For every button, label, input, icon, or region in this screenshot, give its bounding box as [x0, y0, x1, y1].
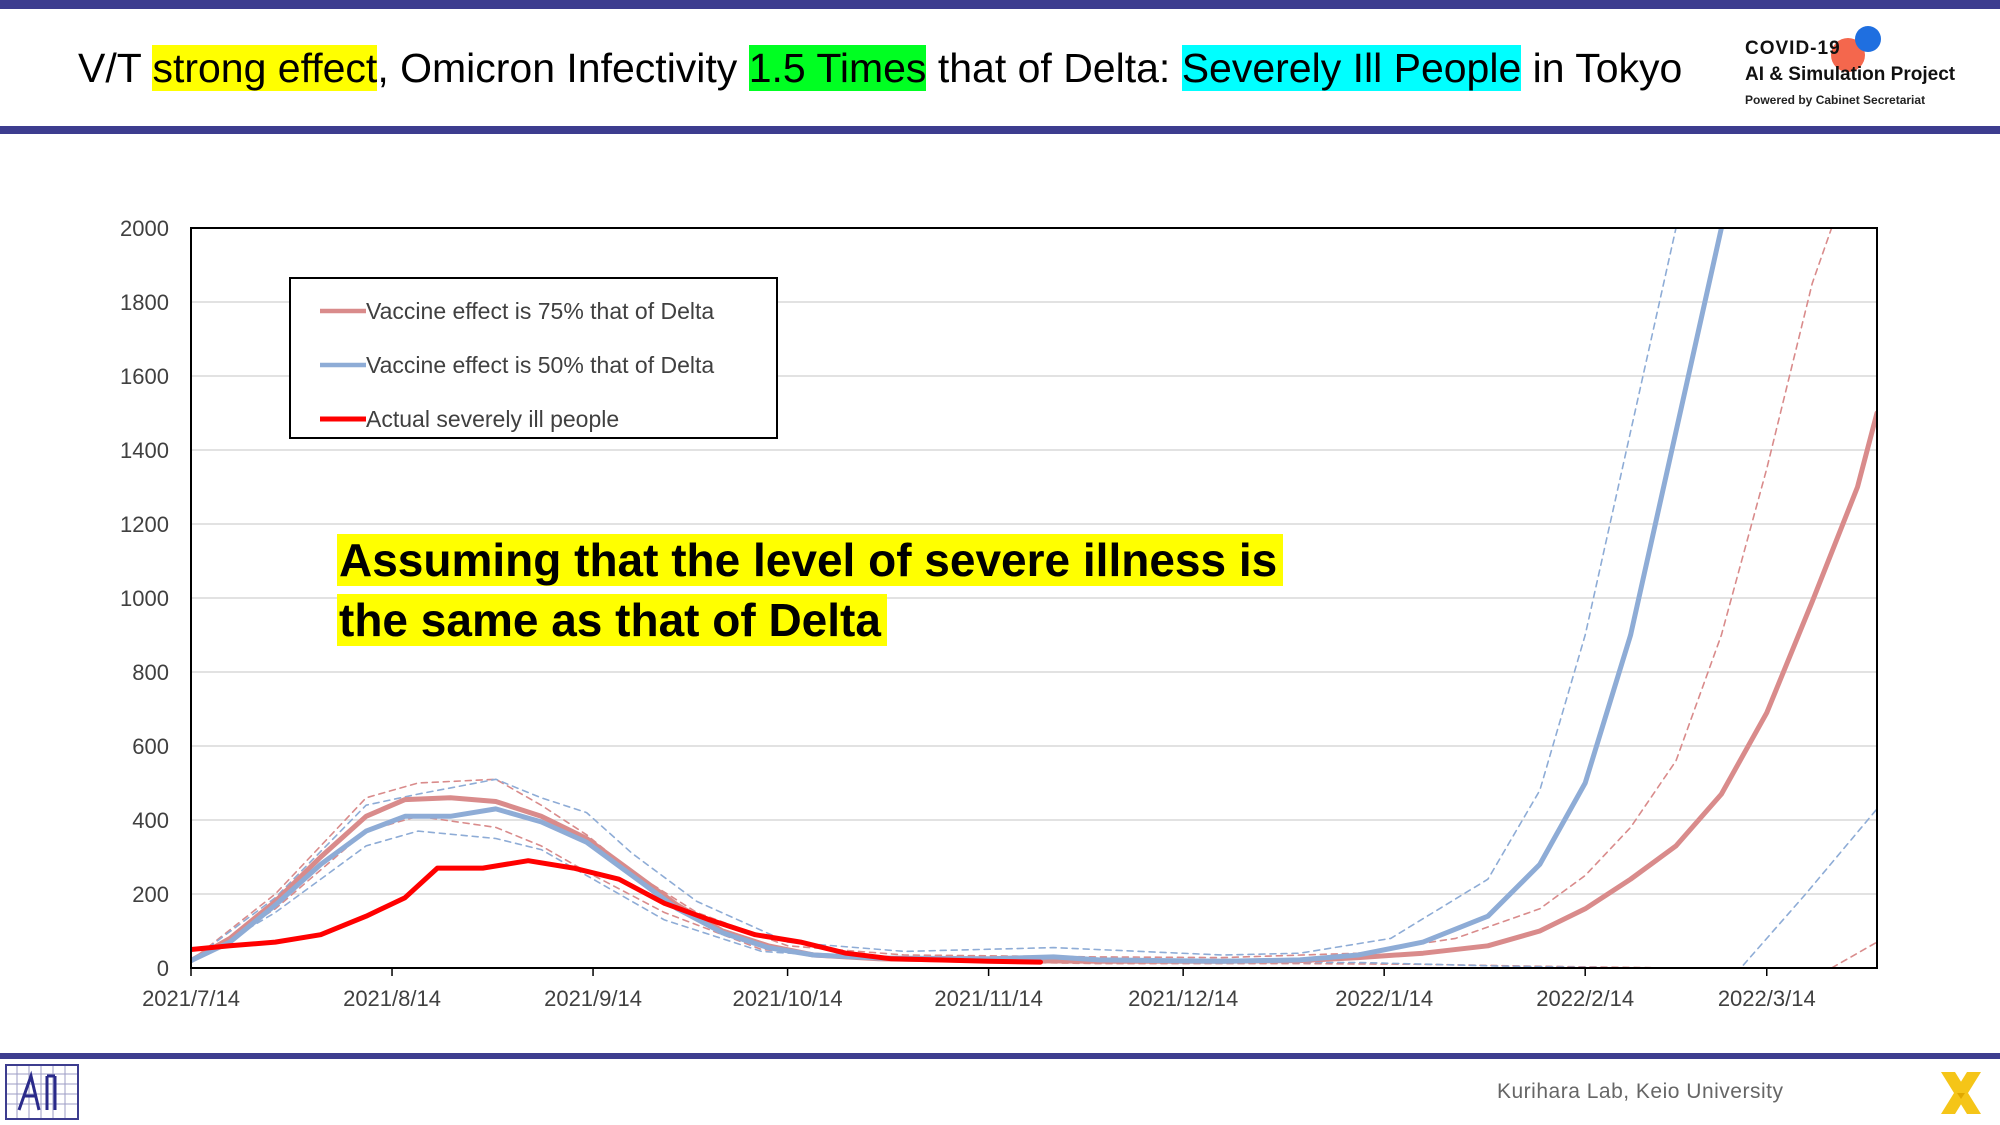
title-highlight-severely-ill: Severely Ill People [1181, 45, 1522, 91]
series-line-75-upper-bound [191, 228, 1833, 962]
y-tick-label: 1000 [120, 586, 169, 611]
title-seg7: in Tokyo [1521, 45, 1683, 91]
chart-legend: Vaccine effect is 75% that of Delta Vacci… [289, 277, 778, 439]
annotation-line-1: Assuming that the level of severe illnes… [337, 534, 1284, 586]
x-tick-label: 2021/8/14 [343, 986, 441, 1011]
legend-label: Vaccine effect is 50% that of Delta [366, 352, 714, 378]
plot-border [190, 227, 1878, 969]
title-highlight-infectivity: 1.5 Times [748, 45, 927, 91]
annotation-line-2: the same as that of Delta [337, 594, 887, 646]
y-tick-label: 400 [132, 808, 169, 833]
legend-box [289, 277, 778, 439]
y-tick-label: 1800 [120, 290, 169, 315]
title-seg5: that of Delta: [926, 45, 1182, 91]
plot-frame [190, 227, 1878, 969]
logo-blue-circle [1855, 26, 1881, 52]
series-line-vaccine-effect-is-50-that-of-delta [191, 228, 1724, 964]
title-highlight-strong-effect: strong effect [152, 45, 378, 91]
y-tick-label: 600 [132, 734, 169, 759]
series-line-50-upper-bound [191, 228, 1677, 962]
x-tick-label: 2021/12/14 [1128, 986, 1238, 1011]
annotation-box: Assuming that the level of severe illnes… [337, 530, 1284, 650]
title-seg1: V/T [78, 45, 153, 91]
series-line-75-lower-bound [191, 815, 1877, 968]
x-tick-label: 2021/10/14 [733, 986, 843, 1011]
y-axis-ticks: 0 200 400 600 800 1000 1200 1400 1600 1800 2000 [120, 216, 169, 981]
y-tick-label: 200 [132, 882, 169, 907]
x-tick-label: 2022/3/14 [1718, 986, 1816, 1011]
series-line-50-lower-bound [191, 808, 1877, 968]
x-tick-label: 2021/11/14 [934, 986, 1042, 1011]
x-logo-icon [1941, 1072, 1981, 1114]
series-line-vaccine-effect-is-75-that-of-delta [191, 410, 1877, 964]
x-tick-label: 2022/2/14 [1536, 986, 1634, 1011]
logo-line-1: COVID-19 [1745, 38, 1841, 59]
logo-line-3: Powered by Cabinet Secretariat [1745, 93, 1926, 107]
y-tick-label: 1600 [120, 364, 169, 389]
legend-label: Vaccine effect is 75% that of Delta [366, 298, 714, 324]
y-tick-label: 1400 [120, 438, 169, 463]
lab-logo-icon [5, 1064, 79, 1120]
legend-label: Actual severely ill people [366, 406, 619, 432]
x-tick-label: 2021/7/14 [142, 986, 240, 1011]
slide-title: V/T strong effect, Omicron Infectivity 1… [78, 42, 1682, 94]
series-lines [191, 228, 1877, 968]
y-tick-label: 0 [157, 956, 169, 981]
project-logo: COVID-19 AI & Simulation Project Powered… [1745, 22, 1985, 117]
series-line-actual-severely-ill-people [191, 858, 1043, 965]
x-tick-label: 2022/1/14 [1335, 986, 1433, 1011]
line-chart: 0 200 400 600 800 1000 1200 1400 1600 1800 2000 20… [120, 216, 1878, 1011]
title-seg3: , Omicron Infectivity [377, 45, 749, 91]
x-axis-ticks: 2021/7/14 2021/8/14 2021/9/14 2021/10/14 202… [142, 968, 1816, 1011]
logo-line-2: AI & Simulation Project [1745, 64, 1956, 85]
y-tick-label: 2000 [120, 216, 169, 241]
footer-credit: Kurihara Lab, Keio University [1497, 1080, 1784, 1103]
y-tick-label: 1200 [120, 512, 169, 537]
y-tick-label: 800 [132, 660, 169, 685]
header-divider [0, 126, 2000, 134]
top-border [0, 0, 2000, 9]
x-tick-label: 2021/9/14 [544, 986, 642, 1011]
footer-divider [0, 1053, 2000, 1059]
